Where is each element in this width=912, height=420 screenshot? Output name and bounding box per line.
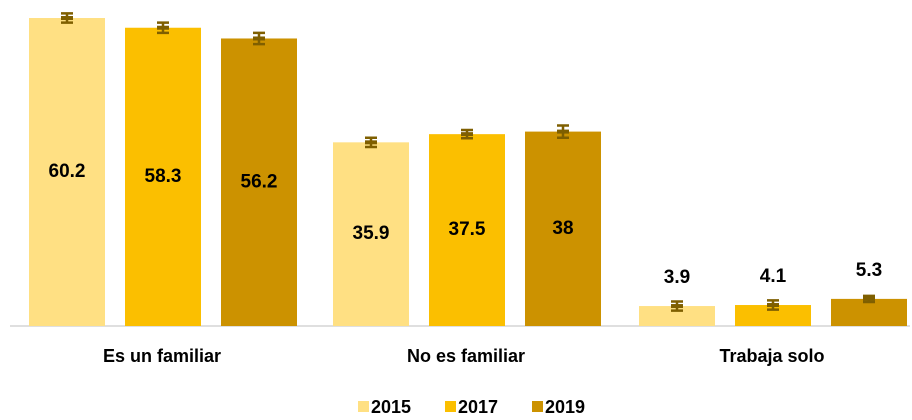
error-center (61, 16, 73, 21)
bar (125, 27, 201, 326)
value-label: 35.9 (353, 223, 390, 244)
error-center (671, 304, 683, 309)
value-label: 5.3 (856, 260, 882, 281)
legend-label: 2019 (545, 397, 585, 417)
bar (221, 38, 297, 326)
x-tick-label: Es un familiar (103, 346, 221, 366)
value-label: 4.1 (760, 266, 787, 287)
bar (525, 131, 601, 326)
error-center (365, 140, 377, 145)
bar (831, 298, 907, 326)
bar (29, 18, 105, 327)
value-label: 58.3 (145, 166, 182, 187)
legend-swatch (445, 401, 456, 412)
error-center (253, 36, 265, 41)
legend-swatch (358, 401, 369, 412)
error-center (157, 25, 169, 30)
error-center (557, 129, 569, 134)
value-label: 3.9 (664, 267, 690, 288)
bar (639, 306, 715, 326)
value-label: 56.2 (241, 171, 278, 192)
error-center (767, 303, 779, 308)
value-label: 60.2 (49, 161, 86, 182)
value-label: 38 (552, 218, 573, 239)
bar (429, 134, 505, 326)
value-label: 37.5 (449, 219, 486, 240)
error-center (461, 132, 473, 137)
legend-label: 2017 (458, 397, 498, 417)
legend-label: 2015 (371, 397, 411, 417)
x-tick-label: No es familiar (407, 346, 525, 366)
bar (735, 305, 811, 326)
legend-swatch (532, 401, 543, 412)
bar (333, 142, 409, 326)
x-tick-label: Trabaja solo (719, 346, 824, 366)
error-center (863, 296, 875, 301)
